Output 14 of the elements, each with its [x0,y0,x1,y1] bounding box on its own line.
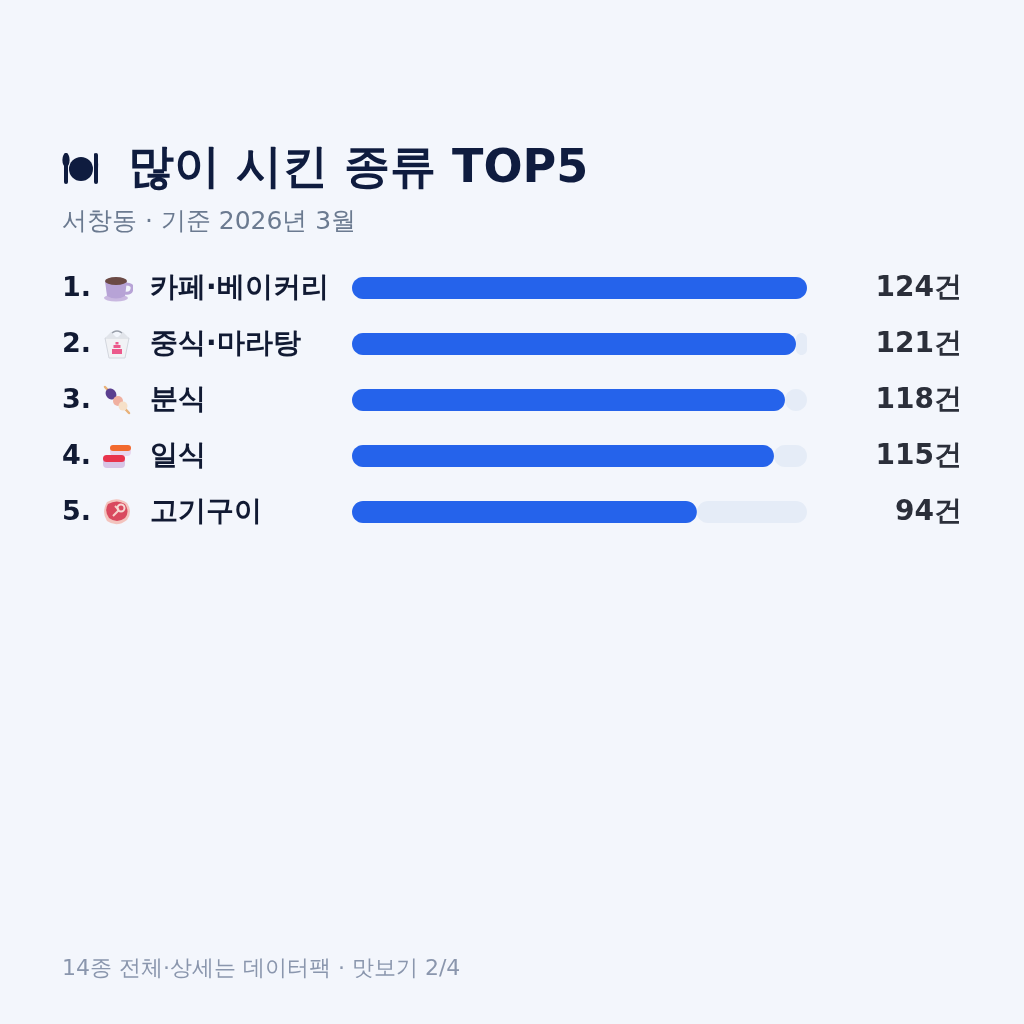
text: 14종 전체·상세는 데이터팩 · 맛보기 2/4 [62,954,461,982]
category-label: 5. 고기구이 [62,494,262,527]
category-label: 4. 일식 [62,438,206,471]
chart-subtitle: 서창동 · 기준 2026년 3월 [62,205,357,237]
category-label: 3. 분식 [62,382,206,415]
data-label: 121건 [875,326,962,359]
data-label: 115건 [875,438,962,471]
category-label: 1. 카페·베이커리 [62,270,329,303]
data-label: 124건 [875,270,962,303]
category-label: 2. 중식·마라탕 [62,326,301,359]
chart-title: 많이 시킨 종류 TOP5 [128,138,589,195]
data-label: 118건 [875,382,962,415]
data-label: 94건 [895,494,962,527]
bar [352,277,807,299]
